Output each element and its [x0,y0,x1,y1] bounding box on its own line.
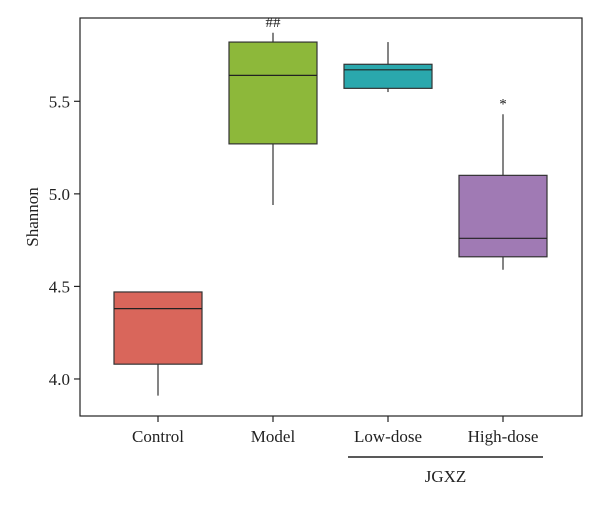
significance-annotation: ## [266,15,282,31]
y-tick-label: 4.0 [49,370,70,389]
box-low-dose [343,42,433,93]
plot-frame [79,17,583,417]
y-tick-label: 5.5 [49,92,70,111]
box-body [113,291,203,365]
group-label: JGXZ [425,467,467,486]
x-tick-label: Low-dose [354,427,422,446]
y-tick-label: 4.5 [49,277,70,296]
y-axis: 4.0 4.5 5.0 5.5 [49,92,80,389]
y-tick-label: 5.0 [49,185,70,204]
box-model: ## [228,15,318,205]
box-body [228,41,318,145]
x-tick-label: Control [132,427,184,446]
significance-annotation: * [499,96,507,112]
box-high-dose: * [458,96,548,270]
box-body [458,174,548,258]
box-control [113,291,203,396]
x-axis: Control Model Low-dose High-dose [132,416,538,446]
y-axis-title: Shannon [23,187,42,247]
x-tick-label: High-dose [468,427,539,446]
box-body [343,63,433,89]
x-tick-label: Model [251,427,296,446]
group-bracket: JGXZ [348,456,543,486]
boxes: ## * [113,15,548,396]
